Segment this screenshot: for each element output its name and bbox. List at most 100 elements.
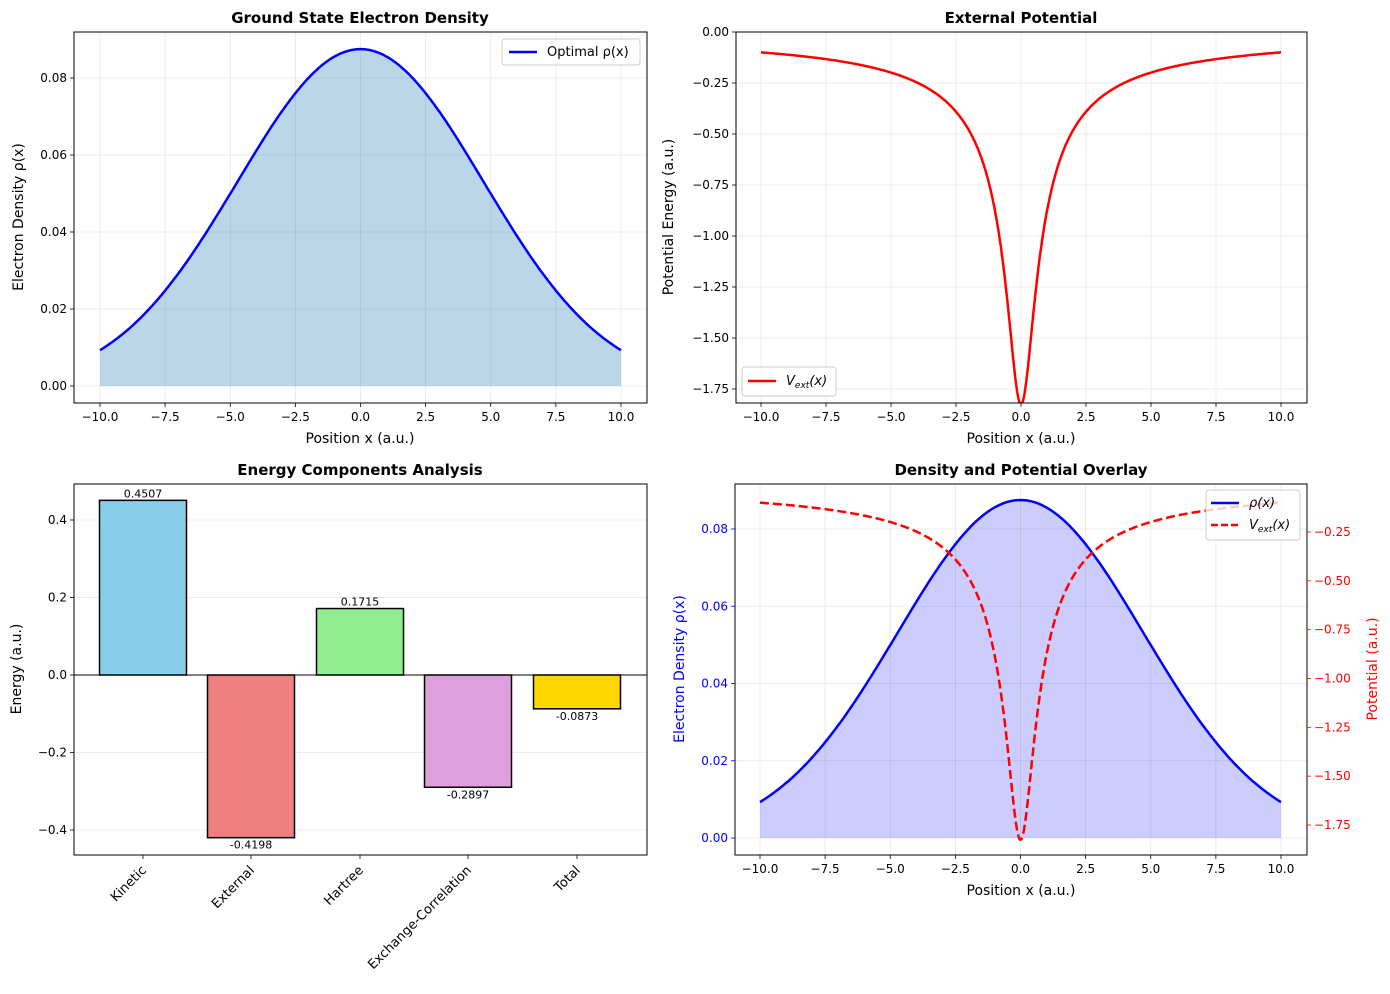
energy-category-label: Exchange-Correlation <box>365 863 475 973</box>
energy-bar-external <box>206 674 296 839</box>
potential-curve <box>761 51 1281 403</box>
overlay-axes-frame <box>734 483 1308 856</box>
overlay-panel: Density and Potential Overlay −10.0 −7.5 −… <box>672 461 1381 899</box>
energy-bar-label: -0.0873 <box>556 710 598 723</box>
energy-bar-kinetic <box>98 499 188 676</box>
overlay-left-ytick-label: 0.04 <box>701 677 728 691</box>
density-xtick-label: 0.0 <box>351 410 370 424</box>
potential-panel: External Potential −10.0 −7.5 −5.0 −2.5 0.0 2… <box>661 9 1308 447</box>
potential-ytick-label: −0.25 <box>692 76 729 90</box>
energy-axes-frame <box>73 483 648 856</box>
overlay-density-curve <box>759 498 1282 804</box>
potential-ytick-label: −1.50 <box>692 331 729 345</box>
density-ytick-label: 0.02 <box>40 302 67 316</box>
overlay-title: Density and Potential Overlay <box>894 461 1147 479</box>
overlay-xtick-label: 7.5 <box>1206 862 1225 876</box>
potential-ytick-label: −1.25 <box>692 280 729 294</box>
density-curve <box>99 47 622 352</box>
potential-xtick-label: 7.5 <box>1206 410 1225 424</box>
overlay-xtick-label: 0.0 <box>1011 862 1030 876</box>
potential-xlabel: Position x (a.u.) <box>967 431 1076 447</box>
overlay-xtick-label: 2.5 <box>1076 862 1095 876</box>
potential-ylabel: Potential Energy (a.u.) <box>661 139 677 296</box>
overlay-legend: ρ(x) Vext(x) <box>1205 489 1301 541</box>
energy-ytick-label: 0.0 <box>48 668 67 682</box>
density-xtick-label: 5.0 <box>481 410 500 424</box>
overlay-right-ytick-label: −0.25 <box>1314 525 1351 539</box>
energy-panel: Energy Components Analysis 0.4507 -0.4198… <box>9 461 648 973</box>
overlay-left-ytick-label: 0.06 <box>701 599 728 613</box>
density-xtick-label: 2.5 <box>416 410 435 424</box>
energy-category-label: Hartree <box>321 863 366 908</box>
overlay-left-ytick-label: 0.08 <box>701 522 728 536</box>
energy-category-label: Total <box>551 863 584 896</box>
overlay-xtick-label: −10.0 <box>742 862 779 876</box>
energy-category-label: External <box>209 863 258 912</box>
density-xtick-label: −7.5 <box>151 410 180 424</box>
energy-ylabel: Energy (a.u.) <box>9 624 25 715</box>
density-ytick-label: 0.00 <box>40 379 67 393</box>
energy-ytick-label: −0.4 <box>38 823 67 837</box>
density-ytick-label: 0.08 <box>40 71 67 85</box>
potential-xtick-label: 0.0 <box>1011 410 1030 424</box>
energy-bar-label: 0.4507 <box>124 487 163 500</box>
potential-ytick-label: 0.00 <box>702 25 729 39</box>
energy-bar-total <box>532 674 622 710</box>
overlay-left-ytick-label: 0.02 <box>701 754 728 768</box>
potential-axes-frame <box>735 31 1308 404</box>
potential-xtick-label: −10.0 <box>743 410 780 424</box>
density-ytick-label: 0.04 <box>40 225 67 239</box>
legend-label-rho: ρ(x) <box>1249 496 1275 511</box>
potential-ytick-label: −0.75 <box>692 178 729 192</box>
overlay-right-ytick-label: −0.75 <box>1314 623 1351 637</box>
energy-bar-exchange-correlation <box>423 674 513 789</box>
overlay-xtick-label: −5.0 <box>876 862 905 876</box>
density-xtick-label: −10.0 <box>82 410 119 424</box>
overlay-xtick-label: −7.5 <box>811 862 840 876</box>
overlay-right-ytick-label: −0.50 <box>1314 574 1351 588</box>
potential-ytick-label: −0.50 <box>692 127 729 141</box>
overlay-right-ytick-label: −1.50 <box>1314 769 1351 783</box>
potential-xtick-label: 5.0 <box>1141 410 1160 424</box>
density-ylabel: Electron Density ρ(x) <box>11 143 27 291</box>
overlay-right-ytick-label: −1.25 <box>1314 720 1351 734</box>
overlay-density-fill <box>760 500 1281 838</box>
density-legend: Optimal ρ(x) <box>501 38 641 66</box>
potential-xtick-label: 2.5 <box>1076 410 1095 424</box>
legend-label-density: Optimal ρ(x) <box>547 45 629 60</box>
energy-ytick-label: −0.2 <box>38 746 67 760</box>
overlay-right-ytick-label: −1.75 <box>1314 818 1351 832</box>
density-panel: Ground State Electron Density −10.0 −7.5 −… <box>11 9 648 447</box>
density-xtick-label: −5.0 <box>216 410 245 424</box>
energy-bar-label: -0.4198 <box>230 839 272 852</box>
density-title: Ground State Electron Density <box>231 9 489 27</box>
potential-ytick-label: −1.00 <box>692 229 729 243</box>
overlay-xtick-label: −2.5 <box>941 862 970 876</box>
potential-xtick-label: −7.5 <box>811 410 840 424</box>
energy-title: Energy Components Analysis <box>237 461 482 479</box>
overlay-potential-curve <box>760 501 1281 842</box>
energy-category-label: Kinetic <box>108 863 150 905</box>
potential-ytick-label: −1.75 <box>692 382 729 396</box>
potential-xtick-label: −5.0 <box>876 410 905 424</box>
density-ytick-label: 0.06 <box>40 148 67 162</box>
energy-ytick-label: 0.2 <box>48 591 67 605</box>
density-xtick-label: 7.5 <box>546 410 565 424</box>
overlay-xlabel: Position x (a.u.) <box>967 883 1076 899</box>
overlay-right-ytick-label: −1.00 <box>1314 672 1351 686</box>
density-fill-area <box>100 49 621 386</box>
overlay-ylabel-right: Potential (a.u.) <box>1365 617 1381 720</box>
potential-legend: Vext(x) <box>741 366 837 397</box>
overlay-xtick-label: 10.0 <box>1268 862 1295 876</box>
energy-bar-label: -0.2897 <box>447 788 489 801</box>
overlay-xtick-label: 5.0 <box>1141 862 1160 876</box>
energy-bar-hartree <box>315 607 405 676</box>
energy-bar-label: 0.1715 <box>341 596 380 609</box>
energy-ytick-label: 0.4 <box>48 513 67 527</box>
potential-title: External Potential <box>945 9 1098 27</box>
density-xlabel: Position x (a.u.) <box>306 431 415 447</box>
potential-xtick-label: −2.5 <box>941 410 970 424</box>
potential-xtick-label: 10.0 <box>1268 410 1295 424</box>
density-xtick-label: −2.5 <box>281 410 310 424</box>
